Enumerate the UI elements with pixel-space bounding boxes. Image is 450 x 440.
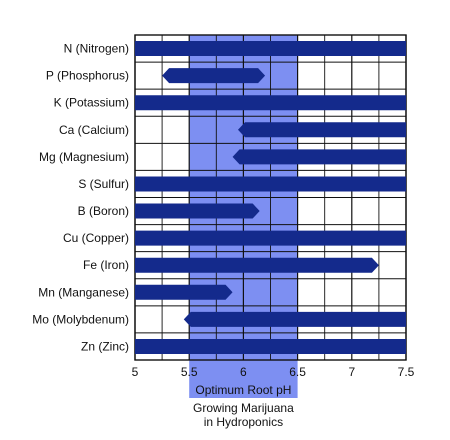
range-bar-zn <box>135 338 406 354</box>
optimum-caption-line: Optimum Root pH <box>195 383 291 397</box>
optimum-caption-line: in Hydroponics <box>204 415 283 429</box>
x-tick-label: 5.5 <box>181 365 198 379</box>
category-label: Mg (Magnesium) <box>39 150 129 164</box>
category-label: Ca (Calcium) <box>59 123 129 137</box>
range-bars-layer <box>135 41 406 354</box>
range-bar-p <box>162 68 266 84</box>
optimum-caption-line: Growing Marijuana <box>193 401 294 415</box>
category-labels-layer: N (Nitrogen) P (Phosphorus) K (Potassium) C… <box>32 42 129 354</box>
range-bar-mg <box>232 149 406 165</box>
range-bar-k <box>135 95 406 111</box>
category-label: P (Phosphorus) <box>46 69 129 83</box>
range-bar-s <box>135 176 406 192</box>
category-label: S (Sulfur) <box>78 177 129 191</box>
range-bar-fe <box>135 257 379 273</box>
range-bar-mn <box>135 284 233 300</box>
category-label: Mn (Manganese) <box>38 285 129 299</box>
x-tick-label: 6 <box>240 365 247 379</box>
category-label: Fe (Iron) <box>83 258 129 272</box>
category-label: B (Boron) <box>78 204 129 218</box>
x-tick-labels-layer: 5 5.5 6 6.5 7 7.5 <box>132 365 415 379</box>
x-tick-label: 7.5 <box>398 365 415 379</box>
category-label: Cu (Copper) <box>63 231 129 245</box>
category-label: K (Potassium) <box>54 96 129 110</box>
grid-layer <box>134 34 407 361</box>
range-bar-ca <box>237 122 406 138</box>
range-bar-cu <box>135 230 406 246</box>
category-label: Zn (Zinc) <box>81 339 129 353</box>
x-tick-label: 6.5 <box>289 365 306 379</box>
category-label: Mo (Molybdenum) <box>32 312 129 326</box>
x-tick-label: 5 <box>132 365 139 379</box>
plot-border <box>134 34 407 361</box>
category-label: N (Nitrogen) <box>64 42 129 56</box>
x-tick-label: 7 <box>348 365 355 379</box>
range-bar-mo <box>183 311 406 327</box>
range-bar-b <box>135 203 260 219</box>
range-bar-n <box>135 41 406 57</box>
